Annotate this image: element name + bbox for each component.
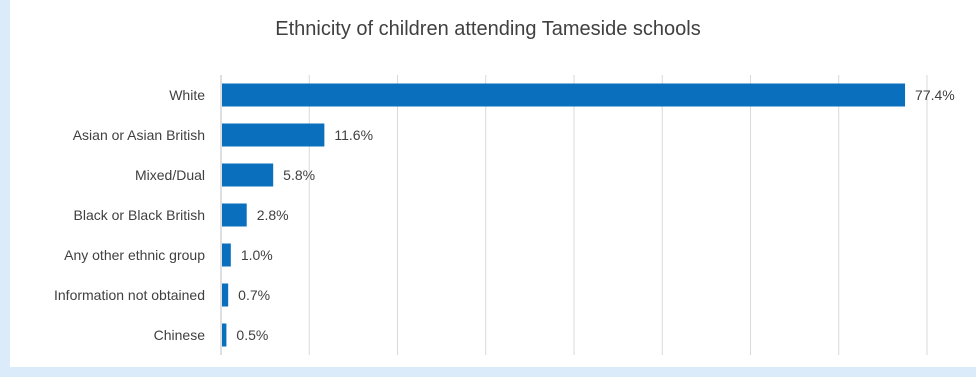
category-label: Asian or Asian British [73, 127, 205, 143]
data-label: 2.8% [257, 207, 289, 223]
gridlines [220, 75, 928, 355]
bars [222, 83, 906, 347]
data-label: 77.4% [915, 87, 955, 103]
data-labels: 77.4% 11.6% 5.8% 2.8% 1.0% 0.7% 0.5% [236, 87, 954, 343]
category-labels: White Asian or Asian British Mixed/Dual Bla… [54, 87, 205, 343]
category-label: White [169, 87, 205, 103]
chart-title: Ethnicity of children attending Tameside… [275, 18, 701, 40]
bar [222, 243, 231, 267]
bar [222, 323, 227, 347]
bar [222, 123, 325, 147]
data-label: 0.7% [238, 287, 270, 303]
chart-card [10, 0, 976, 367]
data-label: 5.8% [283, 167, 315, 183]
bar [222, 203, 247, 227]
data-label: 1.0% [241, 247, 273, 263]
category-label: Any other ethnic group [64, 247, 205, 263]
bar [222, 83, 906, 107]
bar [222, 163, 274, 187]
data-label: 0.5% [236, 327, 268, 343]
category-label: Black or Black British [74, 207, 205, 223]
category-label: Chinese [154, 327, 206, 343]
category-label: Mixed/Dual [135, 167, 205, 183]
bar [222, 283, 229, 307]
data-label: 11.6% [334, 127, 373, 143]
category-label: Information not obtained [54, 287, 205, 303]
